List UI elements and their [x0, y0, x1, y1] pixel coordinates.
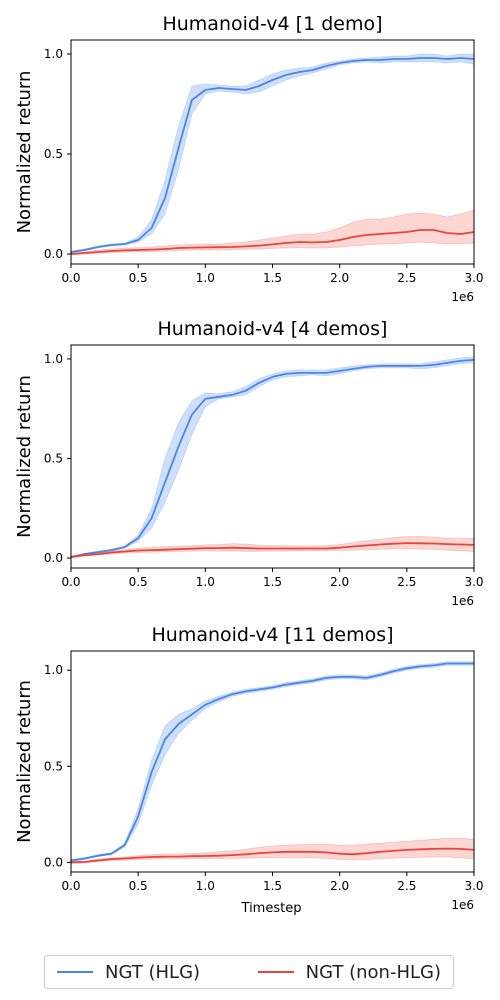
x-offset-label-1: 1e6 — [451, 290, 474, 304]
y-tick-label-3-0: 0.0 — [44, 855, 63, 869]
x-tick-label-3-4: 2.0 — [330, 879, 349, 893]
x-tick-label-1-3: 1.5 — [263, 271, 282, 285]
series-band-non-hlg-2 — [70, 536, 475, 559]
series-line-hlg-2 — [70, 359, 475, 558]
y-axis-label-3: Normalized return — [14, 680, 35, 843]
y-tick-label-1-1: 0.5 — [44, 147, 63, 161]
x-tick-label-2-4: 2.0 — [330, 575, 349, 589]
x-tick-label-3-5: 2.5 — [397, 879, 416, 893]
chart-1: 0.0 0.5 1.0 1.5 2.0 2.5 3.0 0.0 0.5 1.0 Humanoid-v… — [14, 13, 484, 304]
legend-swatch-hlg — [57, 971, 93, 973]
x-tick-label-1-1: 0.5 — [129, 271, 148, 285]
x-offset-label-3: 1e6 — [451, 898, 474, 912]
x-tick-label-1-2: 1.0 — [196, 271, 215, 285]
x-tick-label-1-6: 3.0 — [464, 271, 483, 285]
series-band-non-hlg-1 — [70, 209, 475, 256]
legend: NGT (HLG) NGT (non-HLG) — [44, 955, 454, 989]
y-tick-label-1-2: 1.0 — [44, 47, 63, 61]
x-tick-label-2-3: 1.5 — [263, 575, 282, 589]
y-tick-label-2-2: 1.0 — [44, 352, 63, 366]
chart-3: 0.0 0.5 1.0 1.5 2.0 2.5 3.0 0.0 0.5 1.0 Humanoid-v… — [14, 624, 484, 916]
x-axis-label-3: Timestep — [241, 901, 302, 916]
series-band-non-hlg-3 — [70, 838, 475, 864]
x-tick-label-1-5: 2.5 — [397, 271, 416, 285]
x-tick-label-1-4: 2.0 — [330, 271, 349, 285]
legend-swatch-non-hlg — [257, 971, 294, 973]
chart-title-1: Humanoid-v4 [1 demo] — [162, 13, 382, 35]
chart-title-3: Humanoid-v4 [11 demos] — [151, 624, 393, 646]
legend-entry-non-hlg: NGT (non-HLG) — [257, 961, 441, 983]
plot-frame-3 — [70, 650, 475, 873]
x-tick-label-2-5: 2.5 — [397, 575, 416, 589]
y-tick-label-3-1: 0.5 — [44, 759, 63, 773]
x-tick-label-3-1: 0.5 — [129, 879, 148, 893]
series-line-non-hlg-1 — [70, 229, 475, 255]
legend-label-hlg: NGT (HLG) — [105, 961, 201, 983]
x-tick-label-2-6: 3.0 — [464, 575, 483, 589]
x-tick-label-3-2: 1.0 — [196, 879, 215, 893]
y-tick-label-1-0: 0.0 — [44, 247, 63, 261]
x-tick-label-3-0: 0.0 — [61, 879, 80, 893]
x-tick-label-2-1: 0.5 — [129, 575, 148, 589]
x-tick-label-2-0: 0.0 — [61, 575, 80, 589]
series-band-hlg-2 — [70, 356, 475, 559]
legend-label-non-hlg: NGT (non-HLG) — [305, 961, 441, 983]
y-tick-label-3-2: 1.0 — [44, 663, 63, 677]
series-line-hlg-1 — [70, 57, 475, 253]
y-tick-label-2-1: 0.5 — [44, 451, 63, 465]
x-tick-label-3-3: 1.5 — [263, 879, 282, 893]
x-tick-label-1-0: 0.0 — [61, 271, 80, 285]
x-tick-label-2-2: 1.0 — [196, 575, 215, 589]
legend-entry-hlg: NGT (HLG) — [57, 962, 200, 983]
y-tick-label-2-0: 0.0 — [44, 551, 63, 565]
series-line-non-hlg-3 — [70, 847, 475, 864]
series-line-hlg-3 — [70, 662, 474, 862]
x-tick-label-3-6: 3.0 — [464, 879, 483, 893]
chart-title-2: Humanoid-v4 [4 demos] — [158, 318, 388, 340]
x-offset-label-2: 1e6 — [451, 594, 474, 608]
series-line-non-hlg-2 — [70, 542, 475, 558]
y-axis-label-2: Normalized return — [14, 375, 35, 538]
y-axis-label-1: Normalized return — [14, 71, 35, 234]
chart-2: 0.0 0.5 1.0 1.5 2.0 2.5 3.0 0.0 0.5 1.0 Humanoid-v… — [14, 318, 484, 608]
